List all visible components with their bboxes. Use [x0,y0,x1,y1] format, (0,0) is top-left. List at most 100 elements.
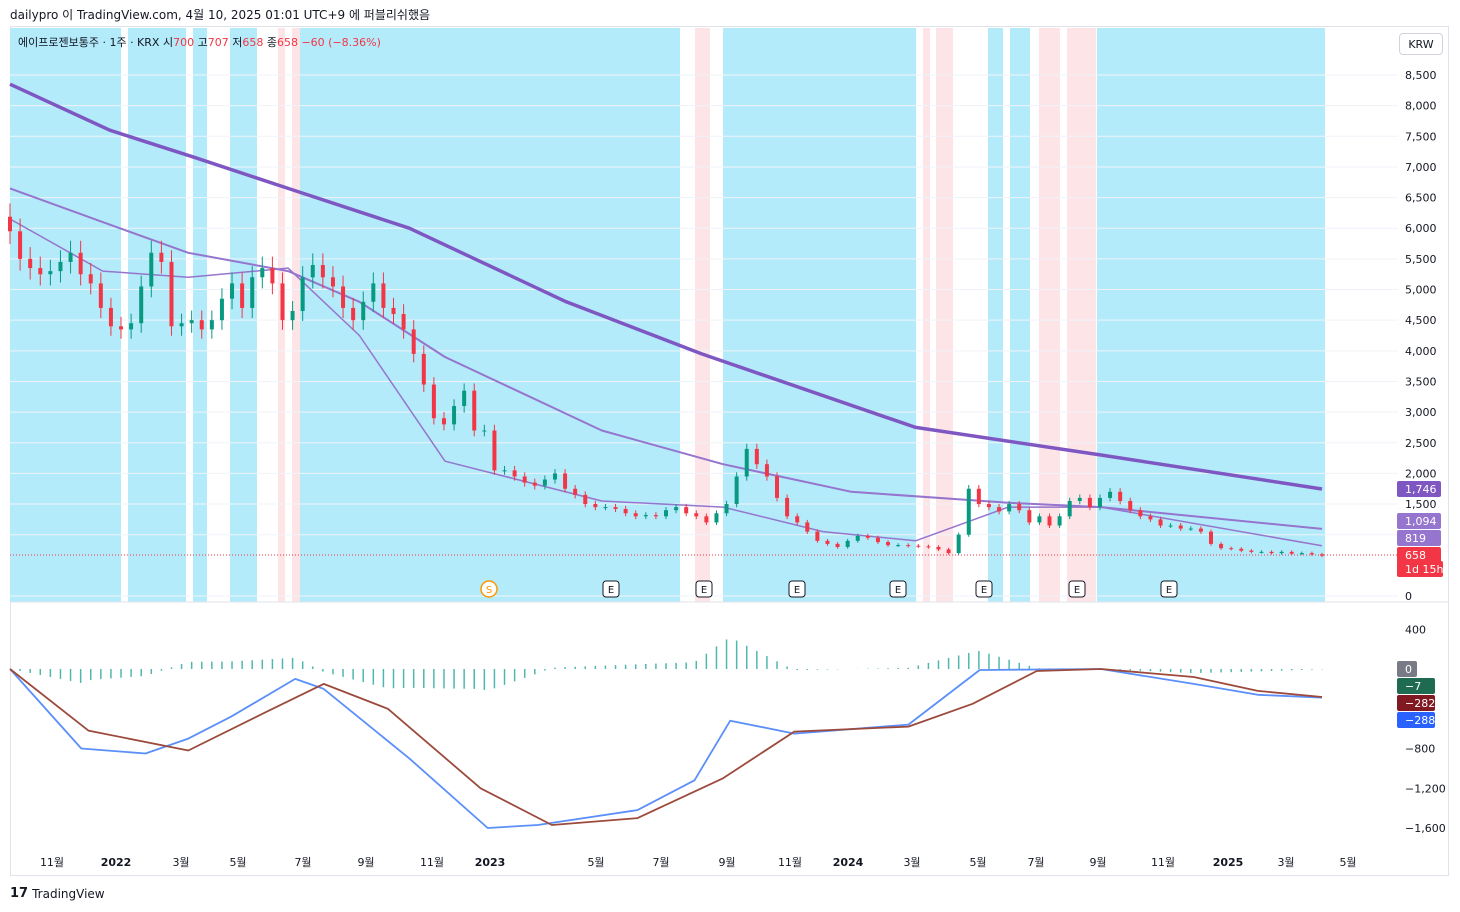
open-value: 700 [173,36,195,49]
candle-body [1279,551,1284,554]
candle-body [674,507,679,511]
candle-body [502,470,507,472]
candle-body [1229,548,1234,550]
band-bear-3 [1039,28,1060,602]
time-tick-label: 5월 [969,856,986,869]
candle-body [129,323,134,330]
time-tick-label: 3월 [172,856,189,869]
time-tick-label: 11월 [40,856,64,869]
macd-line-signal [9,668,1323,826]
candle-body [310,265,315,278]
open-label: 시 [162,36,174,49]
candle-body [361,301,366,321]
candle-body [119,326,124,330]
candle-body [240,283,245,308]
candle-body [1188,528,1193,530]
macd-tag-box [1397,695,1435,711]
split-marker-label: S [486,585,492,596]
candle-body [1299,553,1304,555]
price-tag-label: 658 [1405,549,1426,562]
price-tag-label: 1d 15h [1405,563,1443,576]
candle-body [593,504,598,508]
macd-tag-box [1397,712,1435,728]
candle-body [704,516,709,523]
candle-body [1067,500,1072,517]
candle-body [532,482,537,486]
price-tick-label: 6,500 [1405,192,1437,205]
macd-tag-box [1397,678,1435,694]
candle-body [1128,500,1133,511]
candle-body [976,488,981,505]
candle-body [462,390,467,406]
macd-tick-label: −1,200 [1405,782,1446,795]
candles [8,203,1324,558]
price-tag-label: 1,094 [1405,515,1437,528]
candle-body [209,320,214,330]
tradingview-logo-icon: 𝟭𝟳 [10,886,29,901]
candle-body [754,448,759,465]
candle-body [391,307,396,315]
earnings-marker-icon [1160,580,1178,598]
low-label: 저 [232,36,243,49]
band-bull-3 [230,28,257,602]
candle-body [411,329,416,354]
price-tag-label: 819 [1405,532,1426,545]
candle-body [724,504,729,514]
earnings-marker-label: E [1166,585,1172,596]
footer-brand[interactable]: 𝟭𝟳 TradingView [10,886,105,901]
earnings-marker-label: E [608,585,614,596]
candle-body [1289,551,1294,554]
candle-body [18,231,23,259]
candle-body [199,320,204,330]
candle-body [139,286,144,324]
candle-body [512,470,517,477]
earnings-marker-label: E [895,585,901,596]
candle-body [986,504,991,508]
currency-button[interactable]: KRW [1399,33,1443,55]
candle-body [1148,516,1153,520]
candle-body [522,476,527,483]
price-tag-box [1397,513,1441,529]
time-tick-label: 2025 [1213,856,1244,869]
band-bull-6 [988,28,1003,602]
candle-body [452,405,457,425]
price-tick-label: 1,500 [1405,498,1437,511]
candle-body [1108,491,1113,498]
split-marker-icon [480,580,498,598]
candle-body [613,507,618,509]
candle-body [623,508,628,514]
candle-body [795,516,800,523]
earnings-marker-icon [788,580,806,598]
time-tick-label: 7월 [294,856,311,869]
price-axis: 8,500 8,000 7,500 7,000 6,500 6,000 5,500 5,000… [1405,69,1437,603]
candle-body [1249,550,1254,552]
candle-body [159,252,164,262]
candle-body [916,545,921,547]
earnings-marker-icon [695,580,713,598]
price-tick-label: 0 [1405,590,1412,603]
candle-body [38,268,43,275]
symbol-name: 에이프로젠보통주 · 1주 · KRX [18,36,160,49]
macd-tag-label: −282 [1405,697,1435,710]
candle-body [714,513,719,523]
candle-body [573,488,578,495]
candle-body [1158,519,1163,526]
band-bear-1 [923,28,930,602]
band-bull-2 [193,28,207,602]
macd-tick-label: 400 [1405,623,1426,636]
candle-body [785,497,790,517]
candle-body [855,535,860,541]
price-tick-label: 6,000 [1405,222,1437,235]
band-bull-0 [10,28,121,602]
price-tag-box [1397,530,1441,546]
symbol-legend[interactable]: 에이프로젠보통주 · 1주 · KRX 시700 고707 저658 종658 … [18,34,381,50]
high-value: 707 [207,36,229,49]
time-tick-label: 2023 [475,856,506,869]
candle-body [805,522,810,532]
change-value: −60 (−8.36%) [301,36,381,49]
candle-body [684,507,689,514]
candle-body [1077,497,1082,501]
price-tick-label: 8,500 [1405,69,1437,82]
